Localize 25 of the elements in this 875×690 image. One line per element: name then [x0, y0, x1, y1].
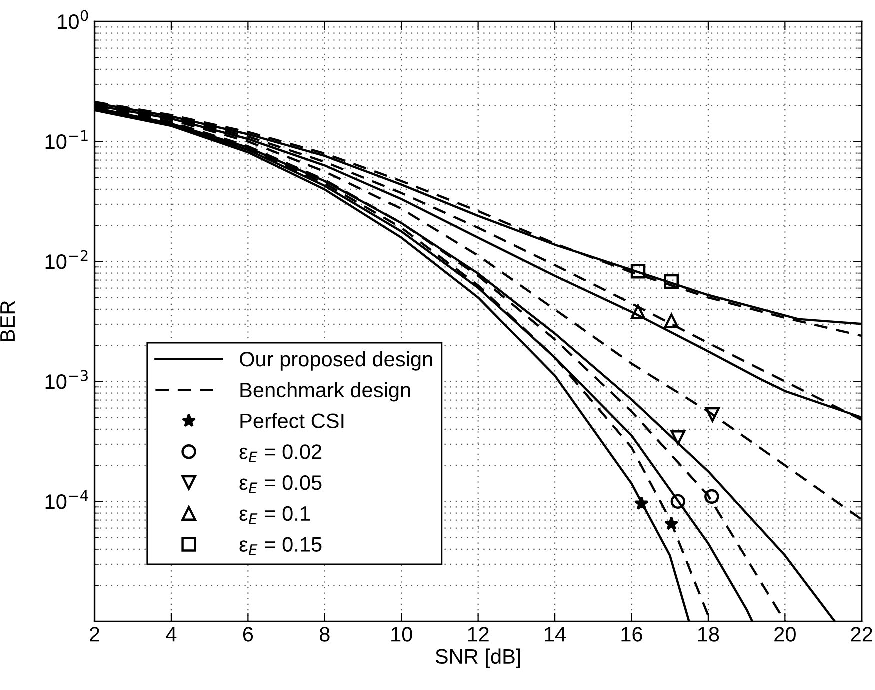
y-tick-label: 10$^{−3}$: [46, 370, 88, 390]
x-tick-label: 10: [392, 627, 412, 642]
y-tick-label: 10$^{−4}$: [46, 490, 88, 510]
legend-label: ε$_{E}$ = 0.15: [240, 537, 322, 556]
legend-label: Perfect CSI: [240, 413, 344, 429]
x-axis-title: SNR [dB]: [436, 648, 520, 668]
x-tick-label: 8: [320, 627, 330, 642]
y-tick-label: 10$^{−2}$: [46, 250, 88, 270]
y-tick-label: 10$^{0}$: [58, 10, 88, 30]
x-tick-label: 22: [851, 627, 872, 642]
x-tick-label: 14: [545, 627, 566, 642]
x-tick-label: 20: [774, 627, 796, 642]
legend-label: Benchmark design: [240, 382, 410, 402]
x-tick-label: 18: [698, 627, 720, 642]
x-tick-label: 2: [90, 627, 100, 642]
y-tick-label: 10$^{−1}$: [46, 130, 88, 150]
legend-label: Our proposed design: [240, 351, 432, 371]
x-tick-label: 12: [468, 627, 489, 642]
x-tick-label: 6: [243, 627, 254, 642]
legend-label: ε$_{E}$ = 0.05: [240, 475, 322, 494]
legend-label: ε$_{E}$ = 0.02: [240, 444, 322, 463]
legend-label: ε$_{E}$ = 0.1: [240, 506, 310, 524]
x-tick-label: 4: [166, 627, 177, 642]
y-axis-title: BER: [0, 301, 15, 342]
x-tick-label: 16: [622, 627, 642, 642]
